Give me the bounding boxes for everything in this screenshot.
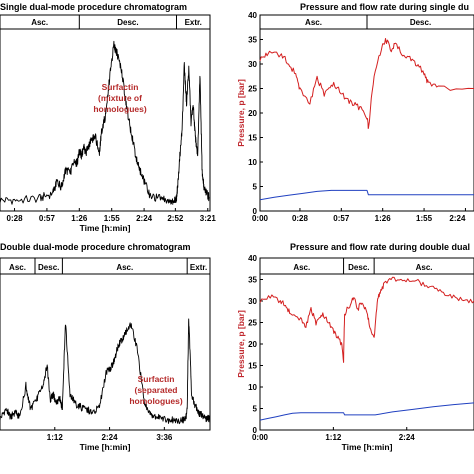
series-line (0, 40, 210, 205)
y-tick-label: 10 (248, 158, 257, 167)
double-pressure-panel: Pressure and flow rate during double dua… (236, 242, 474, 452)
x-tick-label: 1:12 (325, 433, 342, 442)
y-tick-label: 20 (248, 340, 257, 349)
plot-frame (0, 257, 211, 431)
series-line (259, 38, 474, 129)
annotation-line: (mixture of (98, 93, 142, 103)
segment-label: Asc. (116, 263, 133, 272)
x-tick-label: 1:55 (416, 214, 433, 223)
plot-frame (259, 14, 474, 212)
y-tick-label: 40 (248, 254, 257, 263)
y-tick-label: 35 (248, 36, 257, 45)
x-tick-label: 1:26 (71, 214, 88, 223)
annotation-line: Surfactin (138, 374, 175, 384)
y-tick-label: 25 (248, 85, 257, 94)
segment-label: Desc. (410, 18, 431, 27)
segment-label: Desc. (117, 18, 138, 27)
single-chromatogram-panel: Single dual-mode procedure chromatogram A… (0, 2, 216, 233)
segment-label: Asc. (31, 18, 48, 27)
x-tick-label: 3:36 (156, 433, 173, 442)
segment-label: Asc. (293, 263, 310, 272)
y-axis-label: Pressure, p [bar] (236, 79, 246, 147)
x-tick-label: 2:52 (167, 214, 184, 223)
chart-title: Pressure and flow rate during double dua… (290, 242, 470, 252)
y-axis-label: Pressure, p [bar] (236, 310, 246, 378)
chart-title: Double dual-mode procedure chromatogram (0, 242, 191, 252)
segment-label: Asc. (9, 263, 26, 272)
x-axis-label: Time [h:min] (342, 442, 393, 452)
x-axis-label: Time [h:min] (80, 223, 131, 233)
y-tick-label: 30 (248, 60, 257, 69)
y-tick-label: 30 (248, 297, 257, 306)
x-tick-label: 3:21 (200, 214, 217, 223)
x-axis-label: Time [h:min] (80, 442, 131, 452)
plot-frame (259, 257, 474, 431)
annotation-line: Surfactin (102, 82, 139, 92)
plot-frame (0, 14, 211, 212)
y-tick-label: 5 (253, 405, 258, 414)
chart-title: Pressure and flow rate during single du (300, 2, 469, 12)
y-tick-label: 5 (253, 183, 258, 192)
x-tick-label: 0:00 (252, 214, 269, 223)
y-tick-label: 10 (248, 383, 257, 392)
segment-label: Extr. (185, 18, 202, 27)
annotation-line: homologues) (93, 104, 147, 114)
segment-label: Desc. (38, 263, 59, 272)
series-line (0, 318, 211, 425)
series-line (259, 402, 474, 421)
series-line (259, 276, 474, 363)
x-tick-label: 2:24 (102, 433, 119, 442)
y-tick-label: 35 (248, 276, 257, 285)
y-tick-label: 40 (248, 11, 257, 20)
y-tick-label: 15 (248, 362, 257, 371)
x-tick-label: 0:28 (7, 214, 24, 223)
segment-label: Extr. (190, 263, 207, 272)
annotation-line: (separated (135, 385, 178, 395)
segment-label: Asc. (416, 263, 433, 272)
x-tick-label: 0:00 (252, 433, 269, 442)
x-tick-label: 2:24 (449, 214, 466, 223)
x-tick-label: 1:12 (47, 433, 64, 442)
y-tick-label: 0 (253, 207, 258, 216)
x-tick-label: 0:57 (333, 214, 350, 223)
series-line (259, 189, 474, 201)
segment-label: Desc. (348, 263, 369, 272)
single-pressure-panel: Pressure and flow rate during single du A… (236, 2, 474, 223)
x-tick-label: 0:28 (292, 214, 309, 223)
segment-label: Asc. (305, 18, 322, 27)
y-tick-label: 25 (248, 319, 257, 328)
double-chromatogram-panel: Double dual-mode procedure chromatogram A… (0, 242, 211, 452)
annotation-line: homologues) (129, 396, 183, 406)
x-tick-label: 1:26 (375, 214, 392, 223)
x-tick-label: 2:24 (136, 214, 153, 223)
y-tick-label: 20 (248, 109, 257, 118)
y-tick-label: 0 (253, 426, 258, 435)
x-tick-label: 1:55 (104, 214, 121, 223)
y-tick-label: 15 (248, 134, 257, 143)
x-tick-label: 0:57 (39, 214, 56, 223)
x-tick-label: 2:24 (399, 433, 416, 442)
chart-title: Single dual-mode procedure chromatogram (0, 2, 187, 12)
